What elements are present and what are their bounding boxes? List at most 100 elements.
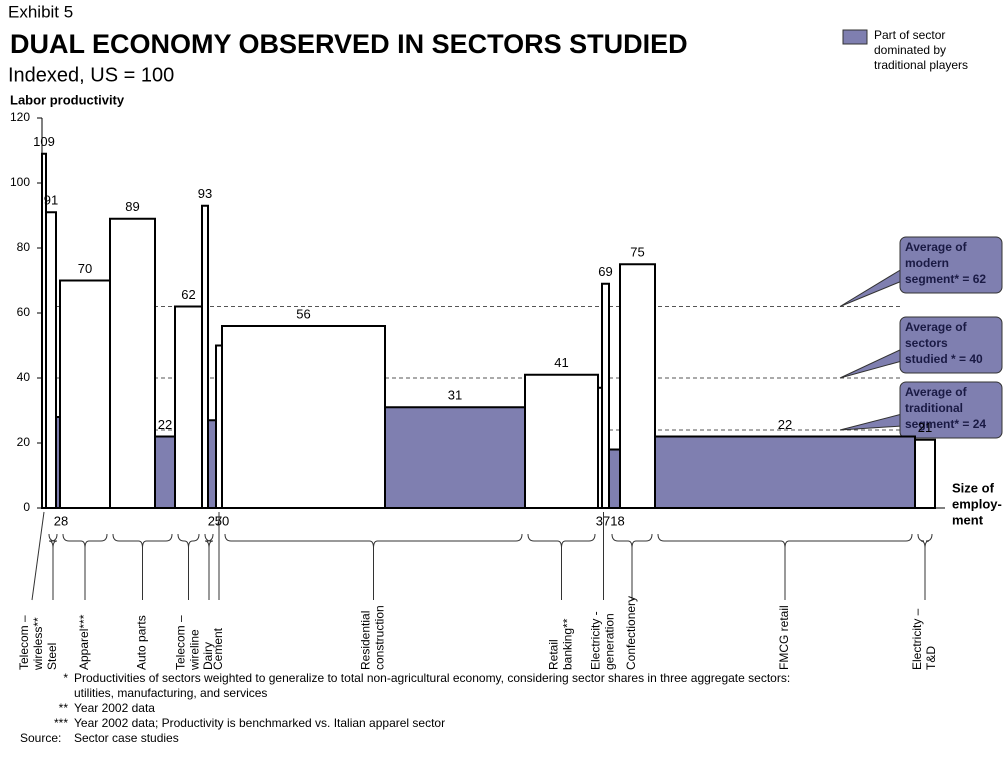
sector-label: Dairy (201, 642, 215, 670)
sector-label: Auto parts (135, 615, 149, 670)
callout-text: modern (905, 256, 949, 270)
x-axis-label: employ- (952, 496, 1002, 511)
footnote-text: Year 2002 data (74, 701, 155, 715)
footnote-text: Year 2002 data; Productivity is benchmar… (74, 716, 445, 730)
legend-text: traditional players (874, 58, 968, 72)
callout-box (899, 381, 1003, 439)
callout-box (899, 316, 1003, 374)
sector-label: generation (603, 613, 617, 670)
footnote-mark: * (63, 671, 68, 685)
traditional-bar (608, 448, 621, 509)
callout-text: Average of (905, 385, 968, 399)
brace (917, 533, 933, 549)
y-tick-label: 0 (23, 500, 30, 514)
value-label: 109 (33, 134, 55, 149)
sector-label: wireless** (31, 617, 45, 671)
subtitle: Indexed, US = 100 (8, 64, 174, 86)
sector-label: banking** (561, 618, 575, 670)
modern-bar (109, 217, 156, 509)
sector-label: construction (373, 605, 387, 670)
modern-bar (221, 325, 386, 509)
value-label: 18 (610, 513, 624, 528)
value-label: 93 (198, 186, 212, 201)
y-tick-label: 60 (17, 305, 31, 319)
footnote-mark: ** (59, 701, 69, 715)
modern-bar (524, 373, 599, 509)
modern-bar (45, 211, 57, 509)
brace (112, 533, 173, 549)
brace (657, 533, 913, 549)
leader (31, 511, 45, 601)
value-label: 75 (630, 245, 644, 260)
sector-label: Electricity - (589, 611, 603, 670)
callout-text: Average of (905, 320, 968, 334)
callout-text: segment* = 24 (905, 417, 986, 431)
value-label: 28 (54, 513, 68, 528)
sector-label: wireline (188, 629, 202, 671)
modern-bar (174, 305, 203, 509)
sector-label: Steel (45, 643, 59, 670)
traditional-bar (207, 419, 217, 509)
exhibit: Exhibit 5 (8, 2, 73, 21)
y-tick-label: 40 (17, 370, 31, 384)
sector-label: FMCG retail (777, 605, 791, 670)
callout-text: sectors (905, 336, 948, 350)
sector-label: Telecom – (17, 615, 31, 670)
sector-label: Electricity – (910, 608, 924, 670)
callout-text: Average of (905, 240, 968, 254)
chart-title: DUAL ECONOMY OBSERVED IN SECTORS STUDIED (10, 29, 688, 59)
y-tick-label: 120 (10, 110, 30, 124)
x-axis-label: Size of (952, 480, 995, 495)
value-label: 89 (125, 199, 139, 214)
brace (177, 533, 200, 549)
brace (224, 533, 523, 549)
traditional-bar (154, 435, 176, 509)
legend-text: dominated by (874, 43, 946, 57)
footnote-mark: *** (54, 716, 68, 730)
callout-pointer (839, 268, 903, 307)
value-label: 91 (44, 193, 58, 208)
value-label: 50 (215, 513, 229, 528)
value-label: 41 (554, 355, 568, 370)
callout-text: traditional (905, 401, 963, 415)
sector-label: Confectionery (624, 596, 638, 670)
y-tick-label: 80 (17, 240, 31, 254)
callout-pointer (839, 348, 903, 379)
callout-text: studied * = 40 (905, 352, 983, 366)
y-tick-label: 20 (17, 435, 31, 449)
modern-bar (914, 438, 936, 509)
value-label: 56 (296, 306, 310, 321)
brace (611, 533, 653, 549)
value-label: 22 (778, 417, 792, 432)
modern-bar (601, 282, 610, 509)
legend-text: Part of sector (874, 28, 945, 42)
source-text: Sector case studies (74, 731, 179, 745)
y-tick-label: 100 (10, 175, 30, 189)
legend-swatch (842, 29, 868, 45)
modern-bar (59, 279, 111, 509)
value-label: 69 (598, 264, 612, 279)
sector-label: Telecom – (174, 615, 188, 670)
footnote-text: utilities, manufacturing, and services (74, 686, 267, 700)
sector-label: Residential (359, 611, 373, 670)
brace (527, 533, 596, 549)
sector-label: T&D (924, 646, 938, 670)
sector-label: Cement (211, 627, 225, 670)
footnote-text: Productivities of sectors weighted to ge… (74, 671, 790, 685)
sector-label: Retail (547, 639, 561, 670)
callout-pointer (839, 413, 903, 431)
value-label: 70 (78, 261, 92, 276)
brace (204, 533, 214, 549)
value-label: 62 (181, 287, 195, 302)
callout-box (899, 236, 1003, 294)
callout-text: segment* = 62 (905, 272, 986, 286)
x-axis-label: ment (952, 512, 984, 527)
traditional-bar (654, 435, 916, 509)
brace (62, 533, 108, 549)
traditional-bar (384, 406, 526, 509)
value-label: 31 (448, 388, 462, 403)
sector-label: Apparel*** (77, 614, 91, 670)
value-label: 22 (158, 417, 172, 432)
modern-bar (619, 263, 656, 509)
